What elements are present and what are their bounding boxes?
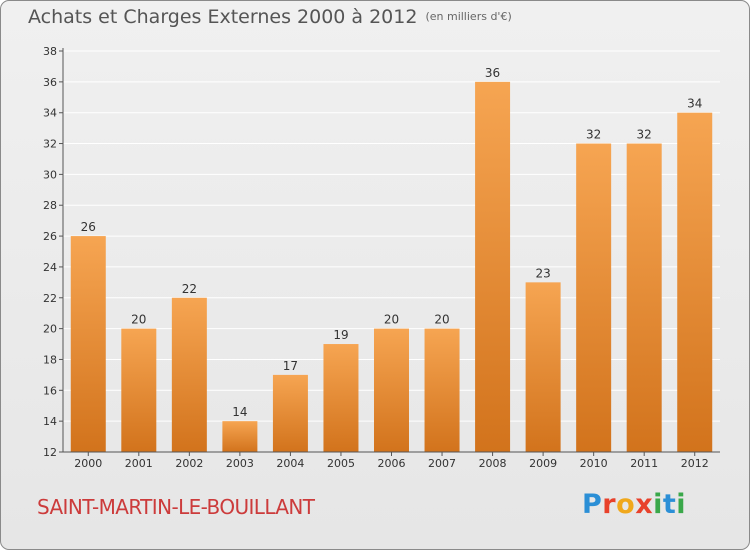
axes	[62, 48, 720, 453]
x-tick-label-2003: 2003	[226, 457, 254, 470]
bar-2006	[374, 328, 409, 452]
logo-letter: x	[635, 489, 654, 520]
logo-letter: i	[676, 489, 687, 520]
logo-letter: t	[662, 489, 677, 520]
proxiti-logo: Proxiti	[582, 489, 686, 520]
value-label-2000: 26	[81, 220, 96, 234]
y-tick-label: 30	[43, 168, 57, 181]
x-tick-label-2011: 2011	[630, 457, 658, 470]
y-tick-label: 32	[43, 138, 57, 151]
value-label-2010: 32	[586, 128, 601, 142]
x-tick-label-2005: 2005	[327, 457, 355, 470]
value-label-2009: 23	[535, 266, 550, 280]
y-tick-label: 20	[43, 323, 57, 336]
value-label-2004: 17	[283, 359, 298, 373]
bar-2010	[576, 143, 612, 453]
bar-2003	[222, 421, 258, 452]
value-label-2008: 36	[485, 66, 500, 80]
logo-letter: o	[616, 489, 636, 520]
y-tick-label: 28	[43, 199, 57, 212]
x-tick-label-2012: 2012	[681, 457, 709, 470]
y-tick-label: 18	[43, 353, 57, 366]
x-tick-label-2002: 2002	[175, 457, 203, 470]
x-tick-label-2006: 2006	[378, 457, 406, 470]
bar-2009	[525, 282, 561, 452]
bar-2011	[626, 143, 662, 453]
bar-2004	[272, 374, 308, 452]
value-label-2005: 19	[333, 328, 348, 342]
bar-2002	[171, 297, 207, 452]
place-name: SAINT-MARTIN-LE-BOUILLANT	[37, 495, 315, 519]
value-label-2002: 22	[182, 282, 197, 296]
value-label-2012: 34	[687, 97, 702, 111]
y-tick-label: 34	[43, 107, 57, 120]
bar-2000	[70, 236, 106, 452]
x-tick-labels: 2000 2001 2002 2003 2004 2005 2006 2007 2008 2009…	[74, 457, 708, 470]
y-tick-label: 36	[43, 76, 57, 89]
chart-unit: (en milliers d'€)	[425, 10, 512, 23]
x-tick-label-2008: 2008	[479, 457, 507, 470]
y-tick-label: 24	[43, 261, 57, 274]
value-label-2007: 20	[434, 313, 449, 327]
y-tick-labels: 12 14 16 18 20 22 24 26 28 30 32 34 36 38	[43, 45, 57, 459]
value-label-2006: 20	[384, 313, 399, 327]
chart-title-text: Achats et Charges Externes 2000 à 2012	[28, 6, 418, 28]
y-tick-label: 22	[43, 292, 57, 305]
value-label-2003: 14	[232, 405, 247, 419]
y-tick-label: 26	[43, 230, 57, 243]
x-tick-label-2001: 2001	[125, 457, 153, 470]
y-tick-label: 14	[43, 415, 57, 428]
bar-2001	[121, 328, 157, 452]
y-tick-label: 38	[43, 45, 57, 58]
bars	[70, 81, 713, 453]
bar-2005	[323, 344, 359, 452]
x-tick-label-2000: 2000	[74, 457, 102, 470]
value-labels: 26 20 22 14 17 19 20 20 36 23 32 32 34	[81, 66, 703, 419]
bar-2007	[424, 328, 460, 452]
x-tick-label-2010: 2010	[580, 457, 608, 470]
y-tick-label: 12	[43, 446, 57, 459]
y-tick-label: 16	[43, 384, 57, 397]
value-label-2011: 32	[637, 128, 652, 142]
x-tick-label-2009: 2009	[529, 457, 557, 470]
value-label-2001: 20	[131, 313, 146, 327]
chart-title: Achats et Charges Externes 2000 à 2012 (e…	[28, 6, 512, 28]
logo-letter: i	[653, 489, 663, 520]
x-tick-label-2007: 2007	[428, 457, 456, 470]
x-tick-label-2004: 2004	[276, 457, 304, 470]
bar-2012	[677, 112, 713, 452]
bar-2008	[475, 81, 511, 452]
logo-letter: P	[582, 489, 603, 520]
logo-letter: r	[602, 489, 617, 520]
